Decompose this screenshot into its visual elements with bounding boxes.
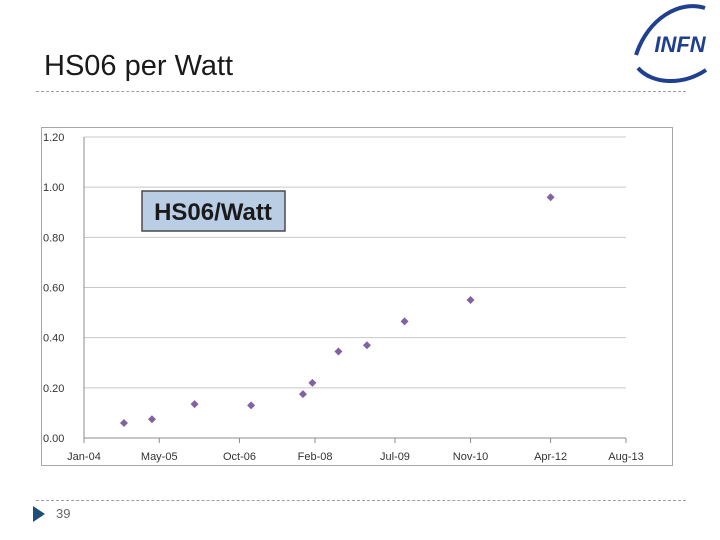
- chart-title-background: [141, 190, 286, 232]
- y-tick-label: 1.00: [43, 182, 64, 194]
- bottom-divider: [36, 500, 686, 501]
- data-point: [119, 418, 128, 427]
- data-point: [466, 296, 475, 305]
- data-point: [362, 341, 371, 350]
- y-tick-label: 0.80: [43, 232, 64, 244]
- x-tick-label: Aug-13: [608, 451, 643, 463]
- x-tick-label: Oct-06: [223, 451, 256, 463]
- x-tick-label: Jul-09: [380, 451, 410, 463]
- x-tick-label: Jan-04: [67, 451, 101, 463]
- slide-title: HS06 per Watt: [44, 50, 234, 82]
- page-number: 39: [56, 506, 71, 521]
- chart-title-box: HS06/Watt: [141, 190, 286, 232]
- data-point: [190, 400, 199, 409]
- chart-title: HS06/Watt: [154, 199, 272, 226]
- y-tick-label: 0.20: [43, 383, 64, 395]
- grid-lines: [84, 136, 626, 389]
- x-tick-label: Apr-12: [534, 451, 567, 463]
- x-tick-label: May-05: [141, 451, 178, 463]
- chart-frame: [41, 127, 673, 466]
- data-point: [147, 415, 156, 424]
- triangle-right-icon: [33, 506, 45, 522]
- y-tick-label: 1.20: [43, 132, 64, 144]
- logo-text: INFN: [654, 32, 706, 57]
- data-point: [298, 390, 307, 399]
- data-point: [247, 401, 256, 410]
- axes: [83, 137, 627, 443]
- tick-labels: 0.00 0.20 0.40 0.60 0.80 1.00 1.20 Jan-04 May-05…: [43, 132, 644, 463]
- y-tick-label: 0.00: [43, 433, 64, 445]
- scatter-chart: 0.00 0.20 0.40 0.60 0.80 1.00 1.20 Jan-04 May-05…: [41, 127, 673, 466]
- chart: 0.00 0.20 0.40 0.60 0.80 1.00 1.20 Jan-04 May-05…: [41, 127, 673, 466]
- data-point: [546, 193, 555, 202]
- top-divider: [36, 91, 686, 92]
- data-point: [400, 317, 409, 326]
- data-point: [334, 347, 343, 356]
- data-point: [308, 378, 317, 387]
- x-tick-label: Feb-08: [298, 451, 333, 463]
- y-tick-label: 0.40: [43, 333, 64, 345]
- x-tick-label: Nov-10: [453, 451, 488, 463]
- data-points: [119, 193, 555, 427]
- y-tick-label: 0.60: [43, 283, 64, 295]
- infn-logo: INFN: [630, 0, 720, 90]
